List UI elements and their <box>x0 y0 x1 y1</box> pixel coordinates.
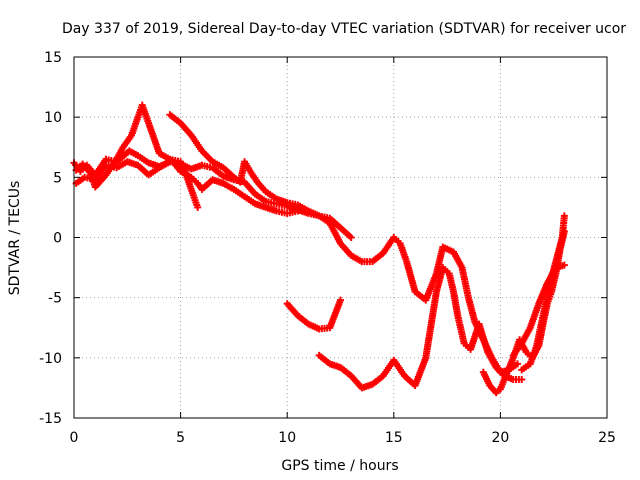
y-tick-label: -10 <box>39 351 62 367</box>
y-tick-label: -15 <box>39 411 62 427</box>
chart-title: Day 337 of 2019, Sidereal Day-to-day VTE… <box>62 21 626 37</box>
y-axis-label: SDTVAR / TECUs <box>7 181 23 296</box>
series-arc-8 <box>518 212 568 374</box>
data-point <box>513 360 521 368</box>
y-tick-label: 0 <box>53 231 62 247</box>
grid-lines <box>74 57 607 418</box>
y-tick-label: 5 <box>53 170 62 186</box>
axis-ticks: 0 5 10 15 20 25 -15 -10 -5 0 5 10 15 <box>39 50 616 446</box>
x-axis-label: GPS time / hours <box>281 458 398 474</box>
data-series <box>70 101 568 397</box>
y-tick-label: -5 <box>48 291 62 307</box>
data-point <box>518 375 526 383</box>
y-tick-label: 15 <box>44 50 62 66</box>
series-arc-3 <box>72 101 202 211</box>
data-point <box>194 203 202 211</box>
x-tick-label: 25 <box>598 430 616 446</box>
x-tick-label: 0 <box>70 430 79 446</box>
x-tick-label: 15 <box>385 430 403 446</box>
x-tick-label: 5 <box>176 430 185 446</box>
plot-frame <box>73 56 608 419</box>
y-tick-label: 10 <box>44 110 62 126</box>
x-tick-label: 10 <box>278 430 296 446</box>
x-tick-label: 20 <box>491 430 509 446</box>
data-point <box>560 261 568 269</box>
series-arc-6 <box>315 264 526 392</box>
data-point <box>294 207 302 215</box>
series-arc-9 <box>509 261 568 359</box>
data-point <box>560 212 568 220</box>
data-point <box>347 234 355 241</box>
data-point <box>337 296 344 304</box>
series-arc-2 <box>72 156 302 217</box>
series-arc-5 <box>283 296 344 333</box>
